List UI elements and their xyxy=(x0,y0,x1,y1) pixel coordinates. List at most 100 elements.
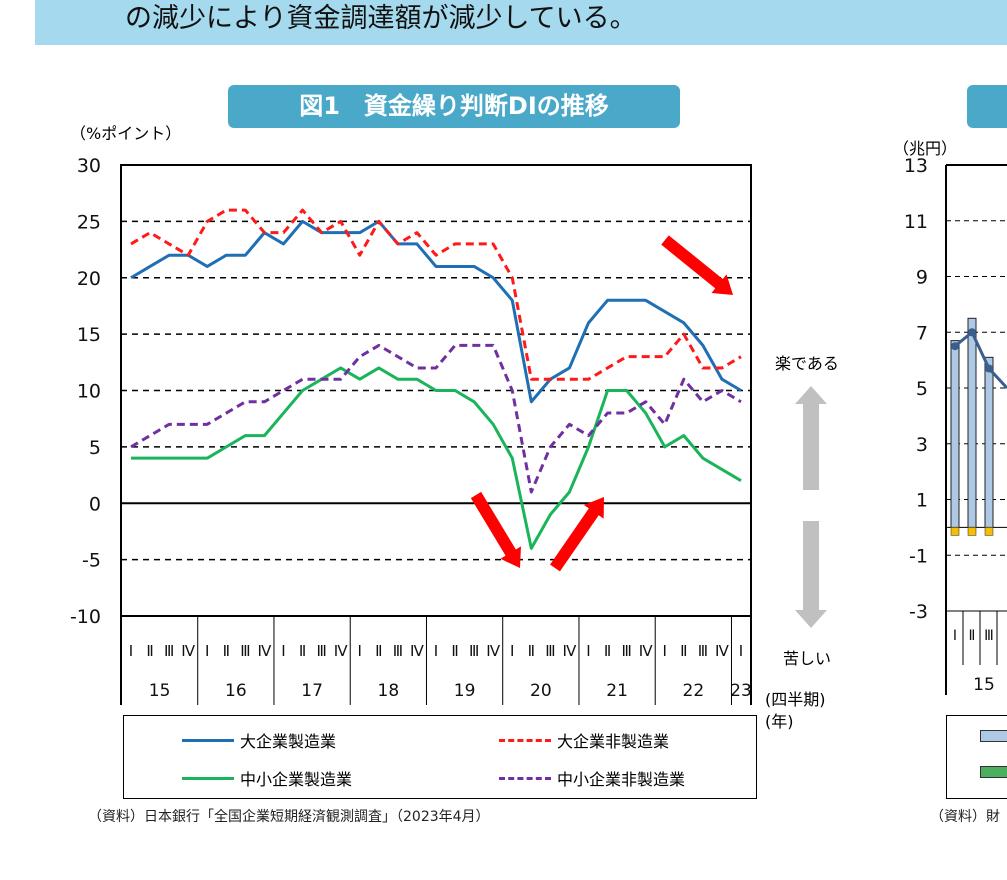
x-tick-quarter: Ⅲ xyxy=(316,642,326,660)
grey-arrow-down-icon xyxy=(795,521,827,628)
grey-arrow-up-icon xyxy=(795,386,827,490)
chart2-neg-bar xyxy=(967,527,977,536)
x-tick-year: 17 xyxy=(301,681,323,701)
x-tick-quarter: Ⅲ xyxy=(393,642,403,660)
x-tick-quarter: Ⅰ xyxy=(510,642,514,660)
arrow-up-icon xyxy=(550,496,604,572)
chart2-y-tick-label: 5 xyxy=(916,378,928,400)
chart2-y-axis-label: （兆円） xyxy=(893,139,958,158)
chart2-line xyxy=(954,329,1007,390)
legend-item: 大企業製造業 xyxy=(182,728,336,752)
x-tick-year: 15 xyxy=(149,681,171,701)
chart2-y-tick-label: 11 xyxy=(904,211,928,233)
y-tick-label: 0 xyxy=(89,493,101,515)
x-tick-quarter: Ⅲ xyxy=(545,642,555,660)
chart2-bar xyxy=(984,356,994,528)
banner-text: の減少により資金調達額が減少している。 xyxy=(125,3,637,34)
x-axis-label-year: (年) xyxy=(765,712,794,731)
y-tick-label: 5 xyxy=(89,437,101,459)
x-tick-quarter: Ⅰ xyxy=(281,642,285,660)
x-tick-quarter: Ⅱ xyxy=(375,642,382,660)
x-tick-quarter: Ⅰ xyxy=(434,642,438,660)
chart2-y-tick-label: -3 xyxy=(909,601,928,623)
x-tick-year: 23 xyxy=(730,681,752,701)
series-line-0 xyxy=(130,219,742,404)
x-tick-quarter: Ⅳ xyxy=(486,642,500,660)
y-tick-label: 15 xyxy=(77,324,101,346)
chart2-x-tick-quarter: Ⅰ xyxy=(953,628,957,644)
x-tick-quarter: Ⅱ xyxy=(146,642,153,660)
x-tick-year: 21 xyxy=(606,681,628,701)
x-tick-quarter: Ⅲ xyxy=(469,642,479,660)
chart2-y-tick-label: 1 xyxy=(916,490,928,512)
grey-arrow-down-icon-shape xyxy=(795,521,827,628)
x-tick-quarter: Ⅳ xyxy=(639,642,653,660)
chart2-y-tick-label: 13 xyxy=(904,155,928,177)
x-tick-quarter: Ⅰ xyxy=(663,642,667,660)
arrow-down-right-icon xyxy=(661,235,734,296)
x-tick-quarter: Ⅱ xyxy=(223,642,230,660)
chart2-y-tick-label: 7 xyxy=(916,322,928,344)
chart-title: 図1 資金繰り判断DIの推移 xyxy=(228,85,680,128)
chart2-bar xyxy=(967,317,977,528)
chart2-x-tick-quarter: Ⅲ xyxy=(984,628,994,644)
x-tick-quarter: Ⅰ xyxy=(129,642,133,660)
chart2-point xyxy=(985,364,993,373)
x-tick-quarter: Ⅱ xyxy=(299,642,306,660)
chart2-point xyxy=(951,342,959,351)
x-tick-quarter: Ⅱ xyxy=(528,642,535,660)
arrow-down-right-icon-shape xyxy=(661,235,734,296)
arrow-down-icon-shape xyxy=(470,491,521,568)
x-tick-quarter: Ⅱ xyxy=(680,642,687,660)
x-tick-year: 20 xyxy=(530,681,552,701)
x-tick-quarter: Ⅳ xyxy=(258,642,272,660)
chart2-x-tick-year: 15 xyxy=(973,675,995,695)
y-tick-label: -10 xyxy=(70,606,101,628)
x-axis-label-quarter: (四半期) xyxy=(765,690,826,709)
series-line-3 xyxy=(130,343,742,494)
x-tick-quarter: Ⅰ xyxy=(358,642,362,660)
chart2-title xyxy=(967,85,1007,128)
y-tick-label: -5 xyxy=(82,550,101,572)
x-tick-year: 22 xyxy=(683,681,705,701)
x-tick-quarter: Ⅳ xyxy=(334,642,348,660)
arrow-up-icon-shape xyxy=(550,496,604,572)
summary-banner: の減少により資金調達額が減少している。 xyxy=(35,0,1007,45)
x-tick-year: 16 xyxy=(225,681,247,701)
arrow-down-icon xyxy=(470,491,521,568)
legend-item: 中小企業非製造業 xyxy=(499,766,685,790)
chart2-point xyxy=(968,328,976,337)
legend-item: 大企業非製造業 xyxy=(499,728,669,752)
series-line-1 xyxy=(130,208,742,381)
legend-item: 中小企業製造業 xyxy=(182,766,352,790)
plot-frame xyxy=(120,164,752,617)
chart2-y-tick-label: 9 xyxy=(916,267,928,289)
x-tick-quarter: Ⅰ xyxy=(586,642,590,660)
chart2-y-tick-label: -1 xyxy=(909,545,928,567)
x-tick-year: 19 xyxy=(454,681,476,701)
chart2-source-note: （資料）財 xyxy=(930,809,1000,825)
x-tick-quarter: Ⅳ xyxy=(181,642,195,660)
annotation-down: 苦しい xyxy=(783,649,832,668)
x-tick-quarter: Ⅲ xyxy=(621,642,631,660)
grey-arrow-up-icon-shape xyxy=(795,386,827,490)
y-tick-label: 25 xyxy=(77,211,101,233)
x-tick-quarter: Ⅰ xyxy=(739,642,743,660)
source-note: （資料）日本銀行「全国企業短期経済観測調査」（2023年4月） xyxy=(88,809,490,825)
x-tick-quarter: Ⅱ xyxy=(604,642,611,660)
y-tick-label: 20 xyxy=(77,268,101,290)
chart2-legend xyxy=(946,715,1007,799)
annotation-up: 楽である xyxy=(775,354,839,373)
x-tick-quarter: Ⅳ xyxy=(715,642,729,660)
x-tick-quarter: Ⅲ xyxy=(164,642,174,660)
chart2-y-tick-label: 3 xyxy=(916,434,928,456)
chart2-x-tick-quarter: Ⅱ xyxy=(969,628,976,644)
x-tick-quarter: Ⅳ xyxy=(563,642,577,660)
y-tick-label: 10 xyxy=(77,381,101,403)
chart2-bar xyxy=(950,340,960,528)
chart2-neg-bar xyxy=(950,527,960,536)
x-tick-quarter: Ⅱ xyxy=(451,642,458,660)
x-tick-year: 18 xyxy=(378,681,400,701)
y-axis-label: （%ポイント） xyxy=(70,124,182,143)
